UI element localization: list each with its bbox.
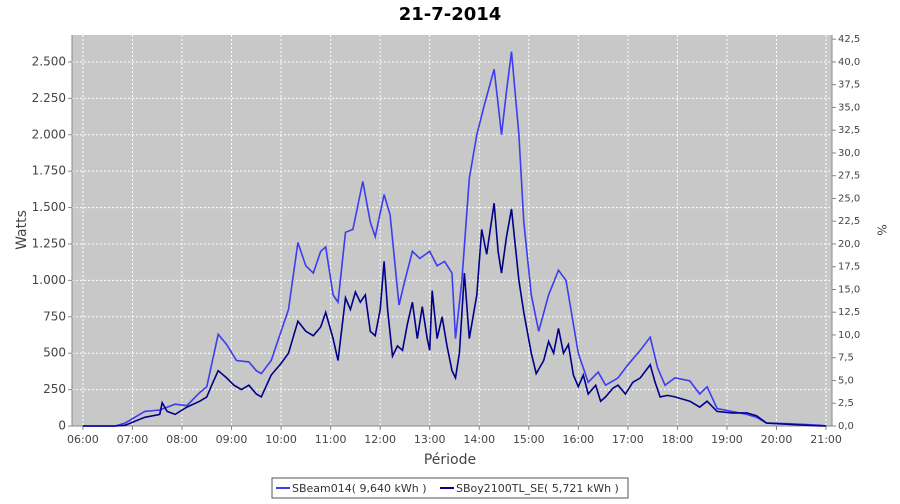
plot-area	[72, 35, 832, 426]
y2-axis-label: %	[875, 224, 889, 235]
x-tick-label: 16:00	[562, 433, 594, 446]
y2-tick-label: 35,0	[838, 102, 860, 113]
y-tick-label: 250	[43, 382, 66, 396]
y2-tick-label: 15,0	[838, 284, 860, 295]
y2-tick-label: 27,5	[838, 171, 860, 182]
y-tick-label: 2.000	[32, 127, 66, 141]
y-tick-label: 1.250	[32, 236, 66, 250]
y2-tick-label: 0,0	[838, 421, 854, 432]
chart-title: 21-7-2014	[399, 4, 502, 25]
x-tick-label: 12:00	[364, 433, 396, 446]
y2-tick-label: 22,5	[838, 216, 860, 227]
y2-tick-label: 20,0	[838, 239, 860, 250]
x-tick-label: 15:00	[513, 433, 545, 446]
x-tick-label: 19:00	[711, 433, 743, 446]
y-tick-label: 1.750	[32, 164, 66, 178]
x-tick-label: 08:00	[166, 433, 198, 446]
x-tick-label: 14:00	[463, 433, 495, 446]
y2-tick-label: 42,5	[838, 34, 860, 45]
y-tick-label: 750	[43, 309, 66, 323]
y-axis-label: Watts	[14, 210, 30, 250]
x-axis-label: Période	[424, 452, 476, 468]
y2-tick-label: 2,5	[838, 398, 854, 409]
x-tick-label: 09:00	[216, 433, 248, 446]
y-tick-label: 1.500	[32, 200, 66, 214]
y-tick-label: 2.250	[32, 91, 66, 105]
x-tick-label: 10:00	[265, 433, 297, 446]
y2-tick-label: 7,5	[838, 353, 854, 364]
x-tick-label: 11:00	[315, 433, 347, 446]
y2-tick-label: 12,5	[838, 307, 860, 318]
x-tick-label: 13:00	[414, 433, 446, 446]
y2-tick-label: 17,5	[838, 262, 860, 273]
y2-tick-label: 32,5	[838, 125, 860, 136]
y2-tick-label: 30,0	[838, 148, 860, 159]
x-tick-label: 21:00	[810, 433, 842, 446]
x-tick-label: 20:00	[761, 433, 793, 446]
y-tick-label: 500	[43, 346, 66, 360]
y2-tick-label: 37,5	[838, 80, 860, 91]
x-tick-label: 07:00	[117, 433, 149, 446]
x-tick-label: 18:00	[662, 433, 694, 446]
y2-tick-label: 10,0	[838, 330, 860, 341]
y2-tick-label: 40,0	[838, 57, 860, 68]
y2-tick-label: 5,0	[838, 375, 854, 386]
legend-label: SBeam014( 9,640 kWh )	[292, 482, 427, 495]
y-tick-label: 1.000	[32, 273, 66, 287]
series-line	[82, 51, 827, 427]
legend-label: SBoy2100TL_SE( 5,721 kWh )	[456, 482, 619, 495]
y-tick-label: 2.500	[32, 54, 66, 68]
x-tick-label: 06:00	[67, 433, 99, 446]
y2-tick-label: 25,0	[838, 193, 860, 204]
series-line	[82, 203, 827, 427]
y-tick-label: 0	[58, 419, 66, 433]
x-tick-label: 17:00	[612, 433, 644, 446]
